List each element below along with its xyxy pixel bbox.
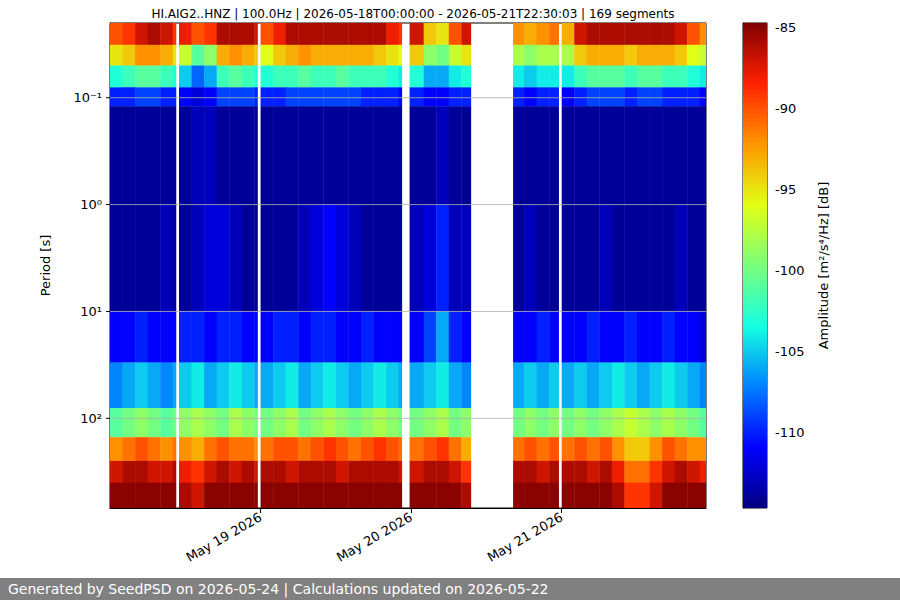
svg-text:-95: -95 <box>775 182 796 197</box>
svg-text:-100: -100 <box>775 263 805 278</box>
svg-text:-85: -85 <box>775 20 796 35</box>
svg-text:10¹: 10¹ <box>80 304 102 319</box>
svg-text:HI.AIG2..HNZ | 100.0Hz | 2026-: HI.AIG2..HNZ | 100.0Hz | 2026-05-18T00:0… <box>151 7 674 21</box>
svg-text:May 21 2026: May 21 2026 <box>485 510 566 565</box>
svg-text:-105: -105 <box>775 344 805 359</box>
svg-text:10⁰: 10⁰ <box>80 197 102 212</box>
svg-text:Generated by SeedPSD on 2026-0: Generated by SeedPSD on 2026-05-24 | Cal… <box>8 581 549 598</box>
svg-text:10⁻¹: 10⁻¹ <box>73 90 102 105</box>
svg-text:-110: -110 <box>775 425 805 440</box>
svg-text:May 19 2026: May 19 2026 <box>183 510 264 565</box>
svg-text:-90: -90 <box>775 101 796 116</box>
svg-text:Amplitude [m²/s⁴/Hz] [dB]: Amplitude [m²/s⁴/Hz] [dB] <box>816 182 831 350</box>
svg-text:Period [s]: Period [s] <box>38 235 53 297</box>
svg-text:May 20 2026: May 20 2026 <box>334 510 415 565</box>
svg-text:10²: 10² <box>80 411 102 426</box>
